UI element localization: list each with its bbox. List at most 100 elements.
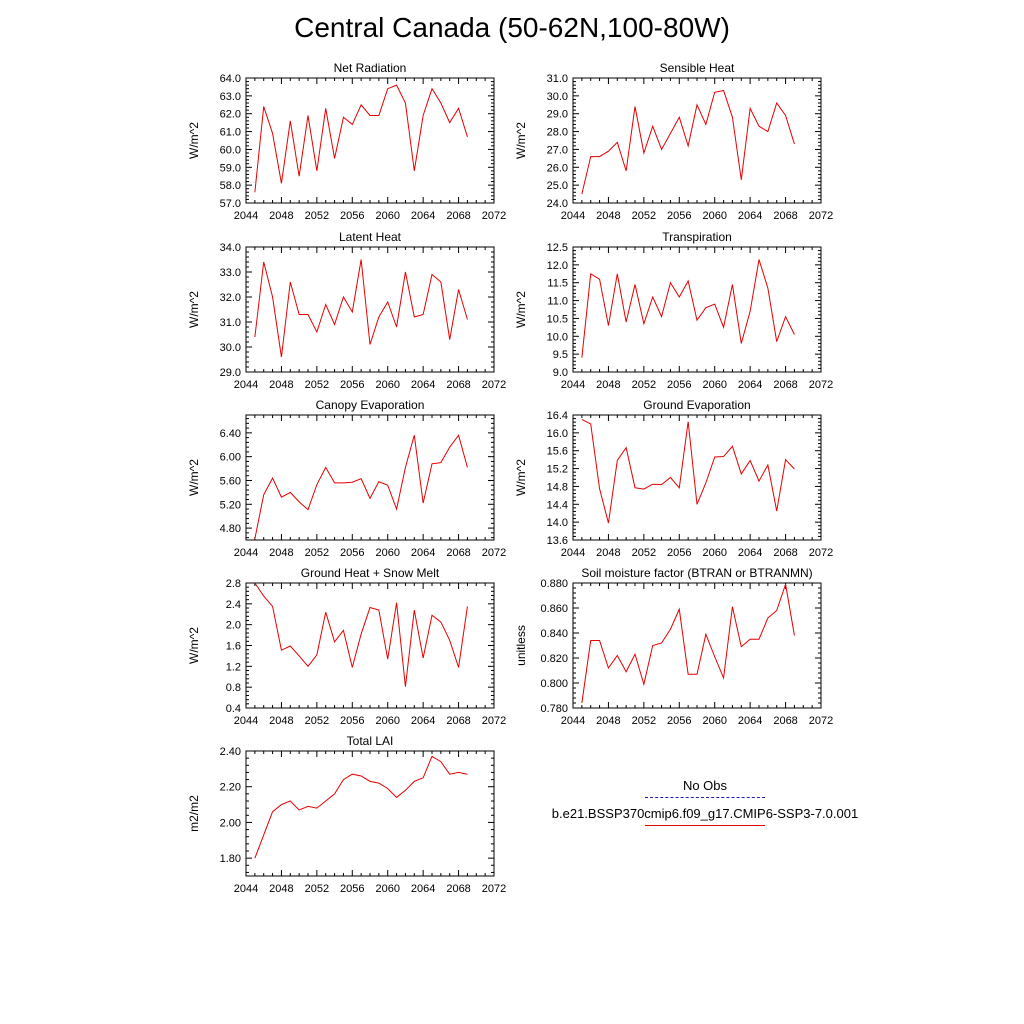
y-tick-label: 57.0 xyxy=(220,198,241,210)
x-tick-label: 2048 xyxy=(269,547,293,559)
panel-frame xyxy=(572,77,822,204)
y-axis-label: m2/m2 xyxy=(187,795,201,832)
y-tick-label: 30.0 xyxy=(220,342,241,354)
x-tick-label: 2068 xyxy=(446,715,470,727)
y-tick-label: 4.80 xyxy=(220,523,241,535)
legend: No Obs b.e21.BSSP370cmip6.f09_g17.CMIP6-… xyxy=(520,778,890,834)
panel-ground-heat-snow-melt: Ground Heat + Snow Melt W/m^2 2044 2048 2052… xyxy=(187,566,506,727)
x-tick-label: 2060 xyxy=(375,883,399,895)
x-tick-label: 2048 xyxy=(596,379,620,391)
panel-ground-evaporation: Ground Evaporation W/m^2 2044 2048 2052 2056 2… xyxy=(514,398,833,559)
panel-soil-moisture-factor: Soil moisture factor (BTRAN or BTRANMN) u… xyxy=(514,566,833,727)
panel-frame xyxy=(245,414,495,541)
x-tick-label: 2072 xyxy=(809,379,833,391)
panel-latent-heat: Latent Heat W/m^2 2044 2048 2052 2056 2060 2064… xyxy=(187,230,506,391)
y-tick-label: 0.820 xyxy=(540,653,568,665)
y-tick-label: 31.0 xyxy=(220,317,241,329)
x-tick-label: 2056 xyxy=(667,715,691,727)
x-tick-label: 2068 xyxy=(446,210,470,222)
y-tick-label: 64.0 xyxy=(220,73,241,85)
y-tick-label: 10.0 xyxy=(547,331,568,343)
y-tick-label: 11.0 xyxy=(547,296,568,308)
x-tick-label: 2060 xyxy=(375,210,399,222)
x-tick-label: 2048 xyxy=(596,547,620,559)
x-tick-label: 2064 xyxy=(738,379,762,391)
x-tick-label: 2064 xyxy=(411,379,435,391)
x-tick-label: 2056 xyxy=(340,379,364,391)
y-tick-label: 12.5 xyxy=(547,242,568,254)
y-tick-label: 25.0 xyxy=(547,180,568,192)
y-axis-label: W/m^2 xyxy=(187,122,201,159)
x-tick-label: 2052 xyxy=(632,715,656,727)
y-tick-label: 24.0 xyxy=(547,198,568,210)
x-tick-label: 2044 xyxy=(234,379,258,391)
y-tick-label: 2.0 xyxy=(226,620,241,632)
x-tick-label: 2044 xyxy=(234,883,258,895)
y-tick-label: 14.8 xyxy=(547,481,568,493)
x-tick-label: 2068 xyxy=(773,547,797,559)
y-tick-label: 59.0 xyxy=(220,162,241,174)
x-tick-label: 2072 xyxy=(482,547,506,559)
x-tick-label: 2052 xyxy=(305,210,329,222)
y-tick-label: 29.0 xyxy=(547,109,568,121)
y-tick-label: 2.00 xyxy=(220,817,241,829)
x-tick-label: 2044 xyxy=(234,715,258,727)
series-line xyxy=(254,84,468,193)
panel-total-lai: Total LAI m2/m2 2044 2048 2052 2056 2060 2064 20… xyxy=(187,734,506,895)
panel-frame xyxy=(572,582,822,709)
series-line xyxy=(581,259,795,358)
y-tick-label: 33.0 xyxy=(220,267,241,279)
x-tick-label: 2072 xyxy=(482,715,506,727)
panel-net-radiation: Net Radiation W/m^2 2044 2048 2052 2056 2060 20… xyxy=(187,61,506,222)
x-tick-label: 2060 xyxy=(702,715,726,727)
x-tick-label: 2068 xyxy=(773,379,797,391)
panel-title: Ground Evaporation xyxy=(643,398,750,412)
y-tick-label: 2.40 xyxy=(220,746,241,758)
x-tick-label: 2060 xyxy=(702,547,726,559)
y-tick-label: 63.0 xyxy=(220,91,241,103)
y-axis-label: W/m^2 xyxy=(187,459,201,496)
panel-title: Ground Heat + Snow Melt xyxy=(301,566,440,580)
y-tick-label: 14.0 xyxy=(547,517,568,529)
x-tick-label: 2052 xyxy=(632,210,656,222)
figure-title: Central Canada (50-62N,100-80W) xyxy=(294,12,730,43)
x-tick-label: 2056 xyxy=(340,547,364,559)
y-tick-label: 26.0 xyxy=(547,162,568,174)
x-tick-label: 2048 xyxy=(269,715,293,727)
x-tick-label: 2044 xyxy=(234,547,258,559)
y-tick-label: 13.6 xyxy=(547,535,568,547)
x-tick-label: 2060 xyxy=(375,379,399,391)
x-tick-label: 2064 xyxy=(738,715,762,727)
x-tick-label: 2060 xyxy=(375,715,399,727)
y-axis-label: W/m^2 xyxy=(514,291,528,328)
x-tick-label: 2052 xyxy=(305,379,329,391)
panel-frame xyxy=(245,582,495,709)
x-tick-label: 2064 xyxy=(411,715,435,727)
series-line xyxy=(581,89,795,195)
y-tick-label: 0.780 xyxy=(540,703,568,715)
y-tick-label: 27.0 xyxy=(547,144,568,156)
panel-title: Total LAI xyxy=(347,734,394,748)
x-tick-label: 2052 xyxy=(632,379,656,391)
series-line xyxy=(254,582,468,687)
y-tick-label: 14.4 xyxy=(547,499,568,511)
x-tick-label: 2072 xyxy=(809,547,833,559)
y-tick-label: 31.0 xyxy=(547,73,568,85)
panel-transpiration: Transpiration W/m^2 2044 2048 2052 2056 2060 20… xyxy=(514,230,833,391)
panel-frame xyxy=(572,414,822,541)
y-tick-label: 9.5 xyxy=(553,349,568,361)
y-tick-label: 10.5 xyxy=(547,313,568,325)
y-tick-label: 34.0 xyxy=(220,242,241,254)
x-tick-label: 2068 xyxy=(446,883,470,895)
y-tick-label: 62.0 xyxy=(220,109,241,121)
x-tick-label: 2044 xyxy=(234,210,258,222)
y-tick-label: 15.6 xyxy=(547,446,568,458)
panel-title: Latent Heat xyxy=(339,230,402,244)
series-line xyxy=(581,419,795,524)
panel-frame xyxy=(572,246,822,373)
y-tick-label: 12.0 xyxy=(547,260,568,272)
y-axis-label: W/m^2 xyxy=(187,627,201,664)
x-tick-label: 2048 xyxy=(269,379,293,391)
